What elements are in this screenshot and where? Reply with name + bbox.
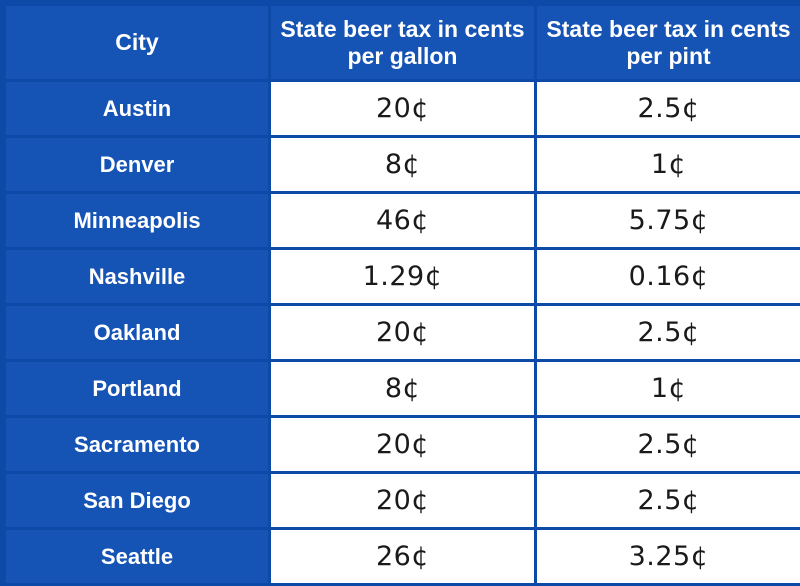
tax-per-pint-cell: 2.5¢ [537, 82, 800, 135]
table-row: Nashville 1.29¢ 0.16¢ [6, 250, 800, 303]
city-cell: San Diego [6, 474, 268, 527]
city-cell: Minneapolis [6, 194, 268, 247]
tax-per-pint-cell: 1¢ [537, 138, 800, 191]
table-row: Denver 8¢ 1¢ [6, 138, 800, 191]
table-row: Austin 20¢ 2.5¢ [6, 82, 800, 135]
table-row: Minneapolis 46¢ 5.75¢ [6, 194, 800, 247]
beer-tax-table: City State beer tax in cents per gallon … [3, 3, 800, 586]
table-row: Sacramento 20¢ 2.5¢ [6, 418, 800, 471]
city-cell: Nashville [6, 250, 268, 303]
tax-per-pint-cell: 1¢ [537, 362, 800, 415]
city-cell: Oakland [6, 306, 268, 359]
tax-per-gallon-cell: 26¢ [271, 530, 534, 583]
table-row: San Diego 20¢ 2.5¢ [6, 474, 800, 527]
city-cell: Sacramento [6, 418, 268, 471]
city-cell: Seattle [6, 530, 268, 583]
header-tax-per-gallon: State beer tax in cents per gallon [271, 6, 534, 79]
tax-per-gallon-cell: 8¢ [271, 138, 534, 191]
table-row: Portland 8¢ 1¢ [6, 362, 800, 415]
beer-tax-table-container: City State beer tax in cents per gallon … [6, 6, 800, 583]
city-cell: Denver [6, 138, 268, 191]
tax-per-pint-cell: 2.5¢ [537, 418, 800, 471]
tax-per-gallon-cell: 20¢ [271, 474, 534, 527]
tax-per-gallon-cell: 8¢ [271, 362, 534, 415]
tax-per-gallon-cell: 1.29¢ [271, 250, 534, 303]
tax-per-pint-cell: 2.5¢ [537, 474, 800, 527]
tax-per-gallon-cell: 20¢ [271, 306, 534, 359]
table-row: Oakland 20¢ 2.5¢ [6, 306, 800, 359]
tax-per-gallon-cell: 46¢ [271, 194, 534, 247]
header-city: City [6, 6, 268, 79]
tax-per-pint-cell: 3.25¢ [537, 530, 800, 583]
city-cell: Portland [6, 362, 268, 415]
tax-per-gallon-cell: 20¢ [271, 418, 534, 471]
header-tax-per-pint: State beer tax in cents per pint [537, 6, 800, 79]
tax-per-pint-cell: 0.16¢ [537, 250, 800, 303]
tax-per-pint-cell: 2.5¢ [537, 306, 800, 359]
tax-per-pint-cell: 5.75¢ [537, 194, 800, 247]
tax-per-gallon-cell: 20¢ [271, 82, 534, 135]
table-header-row: City State beer tax in cents per gallon … [6, 6, 800, 79]
table-row: Seattle 26¢ 3.25¢ [6, 530, 800, 583]
city-cell: Austin [6, 82, 268, 135]
